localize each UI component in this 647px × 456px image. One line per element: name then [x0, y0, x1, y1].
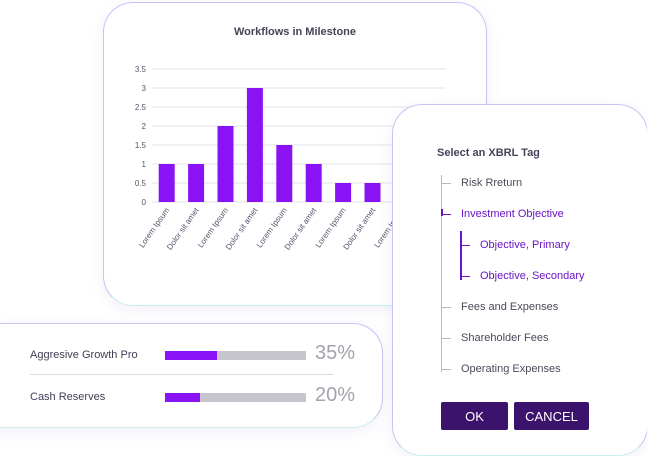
bar: [305, 164, 322, 202]
y-tick-label: 2.5: [135, 103, 147, 112]
tag-item-objective-secondary[interactable]: Objective, Secondary: [480, 270, 585, 282]
progress-bar: [165, 393, 306, 402]
bar: [158, 164, 175, 202]
ok-button[interactable]: OK: [441, 402, 508, 430]
tag-item-shareholder-fees[interactable]: Shareholder Fees: [461, 332, 549, 344]
progress-label: Aggresive Growth Pro: [30, 349, 138, 361]
tag-item-operating-expenses[interactable]: Operating Expenses: [461, 363, 561, 375]
tree-tick: [460, 276, 470, 277]
y-tick-label: 3.5: [135, 65, 147, 74]
bar: [188, 164, 205, 202]
bar: [276, 145, 293, 202]
subtree-connector: [460, 231, 462, 280]
progress-label: Cash Reserves: [30, 391, 106, 403]
y-tick-label: 2: [142, 122, 147, 131]
cancel-button[interactable]: CANCEL: [514, 402, 589, 430]
progress-fill: [165, 351, 218, 360]
y-tick-label: 3: [142, 84, 147, 93]
progress-fill: [165, 393, 201, 402]
tag-item-risk-return[interactable]: Risk Rreturn: [461, 177, 523, 189]
tree-tick: [441, 338, 451, 339]
chart-title: Workflows in Milestone: [233, 26, 357, 38]
tree-tick: [441, 214, 451, 215]
progress-percent: 20%: [315, 384, 356, 406]
y-tick-label: 0: [142, 198, 147, 207]
progress-row: Cash Reserves 20%: [0, 384, 382, 409]
xbrl-tag-panel: Select an XBRL Tag Risk Rreturn Investme…: [392, 104, 647, 456]
bar: [217, 126, 234, 202]
progress-percent: 35%: [315, 342, 356, 364]
progress-row: Aggresive Growth Pro 35%: [0, 342, 382, 367]
tag-item-fees-and-expenses[interactable]: Fees and Expenses: [461, 301, 559, 313]
bar: [335, 183, 352, 202]
y-tick-label: 1.5: [135, 141, 147, 150]
y-tick-label: 0.5: [135, 179, 147, 188]
y-tick-label: 1: [142, 160, 147, 169]
tag-item-investment-objective[interactable]: Investment Objective: [461, 208, 564, 220]
bar: [246, 88, 263, 202]
tree-connector-selected: [441, 209, 443, 216]
tag-item-objective-primary[interactable]: Objective, Primary: [480, 239, 570, 251]
tree-tick: [441, 369, 451, 370]
tree-tick: [460, 245, 470, 246]
tree-connector: [441, 175, 442, 372]
bar: [364, 183, 381, 202]
progress-bar: [165, 351, 306, 360]
tag-panel-title: Select an XBRL Tag: [437, 147, 540, 159]
tree-tick: [441, 183, 451, 184]
divider: [30, 374, 333, 375]
tree-tick: [441, 307, 451, 308]
allocation-progress-card: Aggresive Growth Pro 35% Cash Reserves 2…: [0, 323, 383, 428]
